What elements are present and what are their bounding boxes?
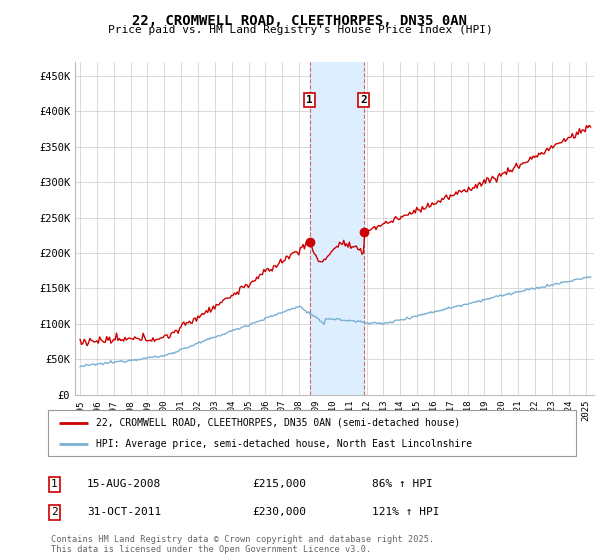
Bar [310,62,364,395]
Text: 22, CROMWELL ROAD, CLEETHORPES, DN35 0AN (semi-detached house): 22, CROMWELL ROAD, CLEETHORPES, DN35 0AN… [95,418,460,428]
Text: Price paid vs. HM Land Registry's House Price Index (HPI): Price paid vs. HM Land Registry's House … [107,25,493,35]
Text: £230,000: £230,000 [252,507,306,517]
FancyBboxPatch shape [48,410,576,456]
Text: HPI: Average price, semi-detached house, North East Lincolnshire: HPI: Average price, semi-detached house,… [95,439,472,449]
Text: 31-OCT-2011: 31-OCT-2011 [87,507,161,517]
Text: 15-AUG-2008: 15-AUG-2008 [87,479,161,489]
Text: 2: 2 [360,95,367,105]
Text: 2: 2 [51,507,58,517]
Text: 22, CROMWELL ROAD, CLEETHORPES, DN35 0AN: 22, CROMWELL ROAD, CLEETHORPES, DN35 0AN [133,14,467,28]
Text: Contains HM Land Registry data © Crown copyright and database right 2025.
This d: Contains HM Land Registry data © Crown c… [51,535,434,554]
Text: 121% ↑ HPI: 121% ↑ HPI [372,507,439,517]
Text: £215,000: £215,000 [252,479,306,489]
Text: 86% ↑ HPI: 86% ↑ HPI [372,479,433,489]
Text: 1: 1 [51,479,58,489]
Text: 1: 1 [306,95,313,105]
